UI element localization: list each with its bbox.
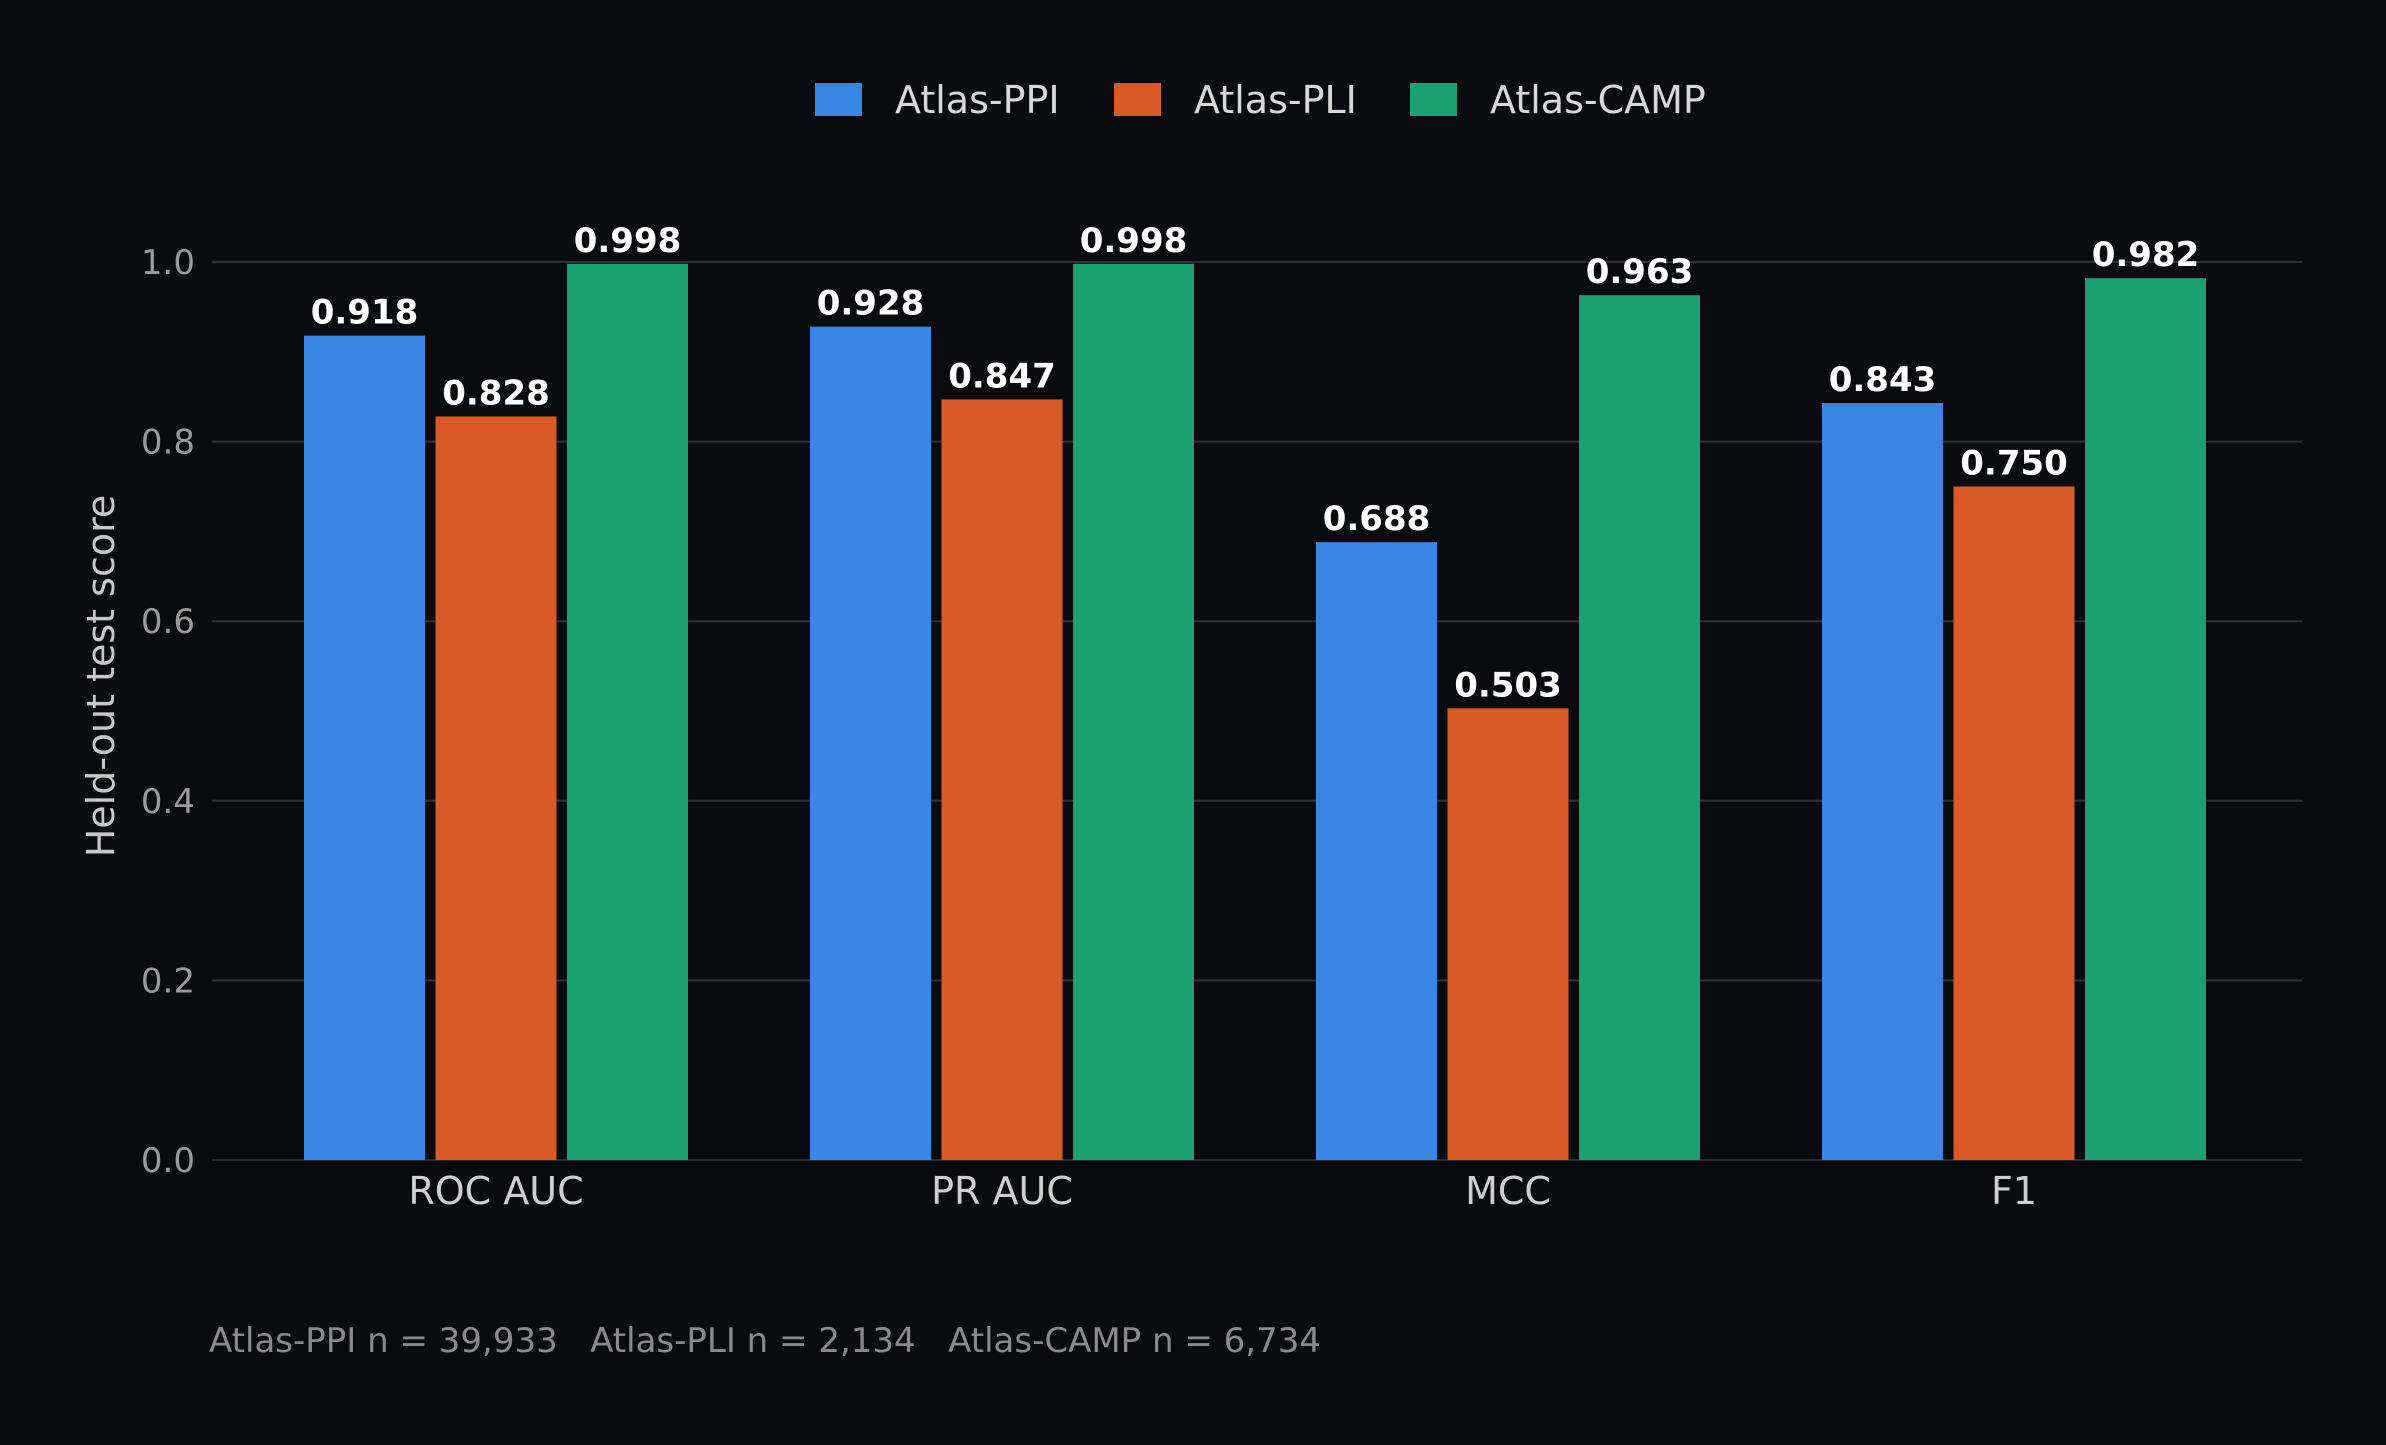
bar-value-label: 0.828 (442, 373, 550, 413)
bar-atlas-camp-pr-auc (1073, 263, 1194, 1160)
bar-value-labels: 0.918 0.828 0.998 0.928 0.847 0.998 0.688 0.503… (311, 221, 2200, 706)
legend-swatch (1114, 83, 1161, 116)
bar-value-label: 0.998 (1080, 221, 1188, 261)
x-category-label: PR AUC (931, 1169, 1073, 1213)
bar-atlas-ppi-mcc (1316, 542, 1437, 1160)
bars (304, 263, 2206, 1161)
bar-value-label: 0.918 (311, 293, 419, 333)
bar-value-label: 0.982 (2092, 235, 2200, 275)
y-tick-label: 0.6 (141, 602, 195, 642)
bar-value-label: 0.688 (1323, 499, 1431, 539)
bar-atlas-camp-roc-auc (567, 263, 688, 1160)
bar-atlas-pli-f1 (1953, 486, 2075, 1160)
y-tick-label: 0.0 (141, 1141, 195, 1181)
y-tick-label: 0.8 (141, 423, 195, 463)
legend-label: Atlas-PLI (1194, 78, 1357, 122)
y-tick-label: 0.4 (141, 782, 195, 822)
bar-value-label: 0.750 (1960, 444, 2068, 484)
bar-value-label: 0.998 (574, 221, 682, 261)
bar-atlas-ppi-f1 (1822, 402, 1943, 1161)
bar-atlas-ppi-pr-auc (810, 326, 931, 1160)
x-axis-categories: ROC AUC PR AUC MCC F1 (408, 1169, 2037, 1213)
y-tick-label: 1.0 (141, 243, 195, 283)
bar-value-label: 0.843 (1829, 360, 1937, 400)
bar-value-label: 0.963 (1586, 252, 1694, 292)
bar-value-label: 0.928 (817, 284, 925, 324)
legend-label: Atlas-PPI (895, 78, 1060, 122)
bar-atlas-ppi-roc-auc (304, 335, 425, 1160)
bar-atlas-camp-f1 (2085, 278, 2206, 1160)
bar-value-label: 0.503 (1454, 665, 1562, 705)
x-category-label: MCC (1465, 1169, 1551, 1213)
x-category-label: F1 (1991, 1169, 2037, 1213)
legend-swatch (815, 83, 862, 116)
x-category-label: ROC AUC (408, 1169, 583, 1213)
bar-atlas-pli-mcc (1447, 708, 1569, 1160)
bar-value-label: 0.847 (948, 356, 1056, 396)
y-axis-title: Held-out test score (79, 495, 123, 858)
bar-atlas-pli-pr-auc (941, 399, 1063, 1160)
y-axis-ticks: 0.0 0.2 0.4 0.6 0.8 1.0 (141, 243, 195, 1181)
bar-atlas-pli-roc-auc (435, 416, 557, 1160)
y-tick-label: 0.2 (141, 961, 195, 1001)
bar-atlas-camp-mcc (1579, 295, 1700, 1160)
legend-swatch (1410, 83, 1457, 116)
sample-size-footnote: Atlas-PPI n = 39,933 Atlas-PLI n = 2,134… (209, 1321, 1321, 1361)
legend: Atlas-PPI Atlas-PLI Atlas-CAMP (815, 78, 1706, 122)
legend-label: Atlas-CAMP (1490, 78, 1706, 122)
